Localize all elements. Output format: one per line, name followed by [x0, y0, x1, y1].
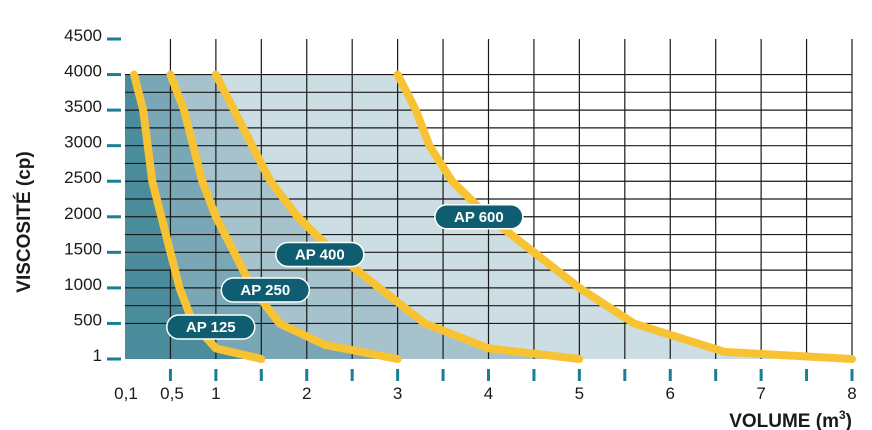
x-tick-label: 8 [847, 384, 856, 403]
y-tick-label: 2500 [64, 168, 102, 187]
curve-label-ap-600: AP 600 [434, 204, 524, 230]
y-tick-label: 1000 [64, 275, 102, 294]
curve-label-ap-250: AP 250 [220, 277, 311, 303]
y-tick-label: 4500 [64, 26, 102, 45]
x-axis: 0,1 0,5 1 2 3 4 5 6 7 8 [114, 369, 857, 403]
y-axis: 4500 4000 3500 3000 2500 2000 1500 1000 500 1 [64, 26, 121, 365]
curve-label-badge [275, 241, 365, 268]
x-axis-title: VOLUME (m3) [729, 408, 852, 430]
x-axis-title-main: VOLUME (m [729, 411, 839, 430]
y-tick-label: 3000 [64, 133, 102, 152]
x-axis-title-close: ) [846, 411, 852, 430]
x-tick-label: 5 [575, 384, 584, 403]
curve-label-text: AP 400 [295, 246, 345, 263]
y-tick-label: 1 [93, 346, 102, 365]
y-tick-label: 1500 [64, 239, 102, 258]
x-tick-label: 0,1 [114, 384, 138, 403]
curve-label-badge [220, 277, 311, 303]
x-tick-label: 0,5 [160, 384, 184, 403]
curve-label-text: AP 125 [186, 319, 236, 336]
x-tick-label: 1 [211, 384, 220, 403]
x-tick-label: 3 [393, 384, 402, 403]
curve-label-badge [434, 204, 524, 230]
curve-label-badge [166, 314, 256, 340]
x-tick-label: 7 [756, 384, 765, 403]
curve-label-text: AP 250 [240, 282, 290, 299]
x-axis-title-unit-exp: 3 [839, 408, 846, 422]
y-tick-label: 500 [74, 310, 102, 329]
y-tick-label: 2000 [64, 204, 102, 223]
curve-label-text: AP 600 [454, 209, 504, 226]
curve-label-ap-400: AP 400 [275, 241, 365, 268]
curve-ap-250 [166, 70, 402, 363]
y-axis-title: VISCOSITÉ (cp) [13, 151, 35, 292]
curve-ap-600 [393, 70, 856, 363]
y-tick-label: 3500 [64, 97, 102, 116]
curve-labels: AP 125 AP 250 AP 400 AP 600 [166, 204, 524, 340]
x-tick-label: 6 [666, 384, 675, 403]
x-tick-label: 2 [302, 384, 311, 403]
curve-ap-400 [211, 70, 584, 363]
curve-label-ap-125: AP 125 [166, 314, 256, 340]
y-tick-label: 4000 [64, 62, 102, 81]
x-tick-label: 4 [484, 384, 493, 403]
